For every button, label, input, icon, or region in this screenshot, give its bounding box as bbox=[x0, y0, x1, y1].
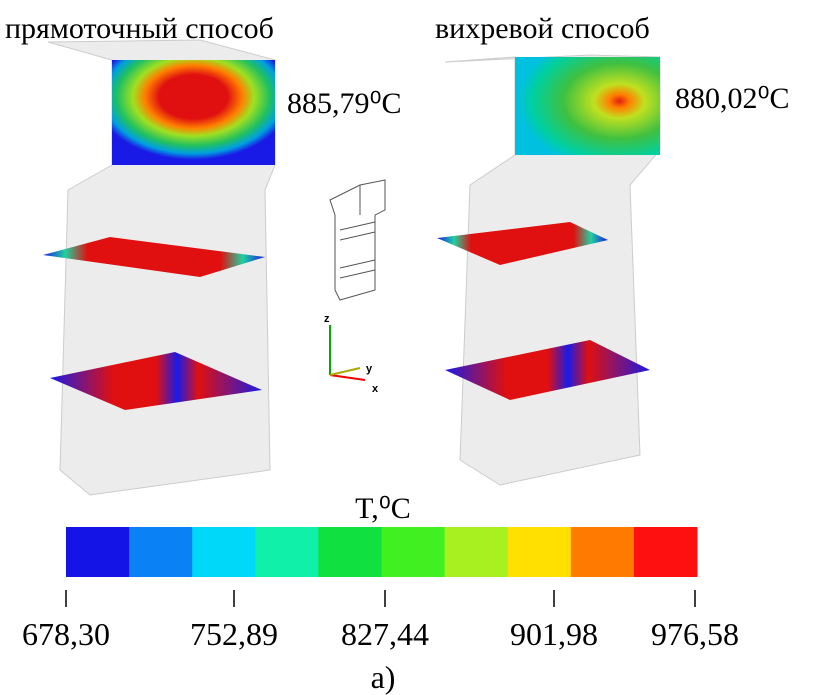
colorbar: 678,30 752,89 827,44 901,98 976,58 bbox=[22, 527, 739, 652]
axis-label: z bbox=[324, 313, 330, 325]
colorbar-tick-label: 752,89 bbox=[190, 616, 278, 652]
colorbar-segment bbox=[507, 527, 572, 577]
axes-triad: z y x bbox=[324, 313, 379, 395]
left-title: прямоточный способ bbox=[5, 12, 274, 45]
colorbar-title: T,⁰C bbox=[355, 492, 411, 525]
boiler-schematic bbox=[329, 179, 386, 301]
axis-label: x bbox=[372, 383, 379, 395]
caption: a) bbox=[371, 659, 396, 695]
colorbar-segment bbox=[570, 527, 635, 577]
right-max-temperature: 880,02⁰C bbox=[675, 82, 790, 115]
colorbar-tick-label: 976,58 bbox=[651, 616, 739, 652]
left-boiler bbox=[43, 39, 276, 496]
colorbar-segment bbox=[318, 527, 382, 577]
colorbar-segment bbox=[444, 527, 509, 577]
colorbar-segment bbox=[633, 527, 698, 577]
colorbar-segment bbox=[129, 527, 193, 577]
colorbar-segment bbox=[192, 527, 256, 577]
colorbar-segment bbox=[255, 527, 319, 577]
colorbar-segment bbox=[381, 527, 446, 577]
right-title: вихревой способ bbox=[435, 12, 650, 45]
left-max-temperature: 885,79⁰C bbox=[287, 87, 402, 120]
right-boiler bbox=[437, 54, 661, 486]
colorbar-tick-label: 678,30 bbox=[22, 616, 110, 652]
axis-label: y bbox=[366, 363, 373, 375]
colorbar-segment bbox=[66, 527, 130, 577]
colorbar-tick-label: 901,98 bbox=[510, 616, 598, 652]
colorbar-tick-label: 827,44 bbox=[341, 616, 429, 652]
